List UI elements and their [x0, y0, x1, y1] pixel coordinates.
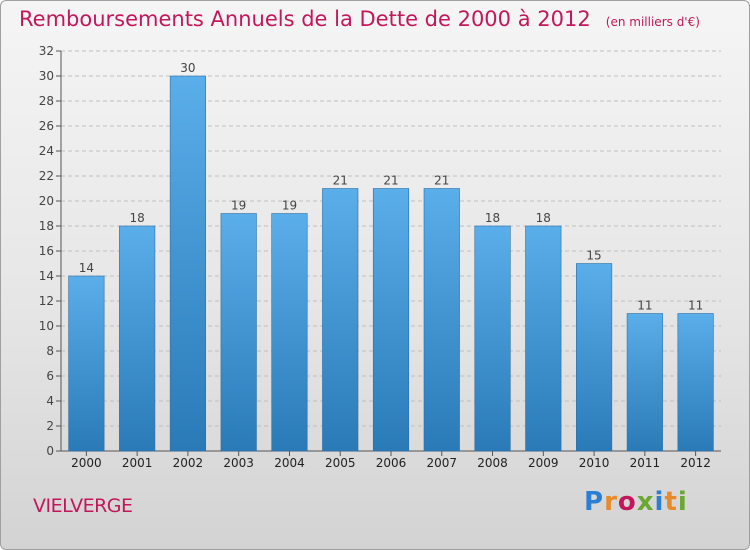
- logo-letter: P: [584, 487, 605, 517]
- x-tick-label: 2003: [223, 456, 254, 470]
- bar-2001: [119, 225, 156, 452]
- y-tick-label: 4: [46, 394, 54, 408]
- bar-2008: [474, 225, 511, 452]
- y-tick-label: 6: [46, 369, 54, 383]
- bar-value-label: 21: [333, 174, 348, 188]
- bar-value-label: 19: [282, 199, 297, 213]
- logo-letter: i: [654, 487, 665, 517]
- y-tick-label: 20: [39, 194, 54, 208]
- bar-2005: [322, 188, 359, 452]
- y-tick-label: 18: [39, 219, 54, 233]
- bar-2009: [525, 225, 562, 452]
- bar-2000: [68, 275, 105, 452]
- y-tick-label: 30: [39, 69, 54, 83]
- x-tick-label: 2008: [477, 456, 508, 470]
- x-tick-label: 2009: [528, 456, 559, 470]
- y-tick-label: 22: [39, 169, 54, 183]
- city-name: VIELVERGE: [33, 495, 133, 517]
- x-tick-label: 2005: [325, 456, 356, 470]
- bar-value-label: 21: [434, 174, 449, 188]
- bar-2012: [677, 313, 714, 452]
- logo-letter: i: [677, 487, 688, 517]
- logo-letter: t: [664, 487, 678, 517]
- chart-subtitle: (en milliers d'€): [605, 15, 700, 29]
- y-tick-label: 26: [39, 119, 54, 133]
- bar-2007: [423, 188, 460, 452]
- bar-2002: [169, 75, 206, 452]
- bar-value-label: 11: [637, 299, 652, 313]
- bar-value-label: 18: [130, 211, 145, 225]
- data-labels: 14 18 30 19 19 21 21 21 18 18 15 11 11: [79, 61, 704, 313]
- x-tick-label: 2001: [122, 456, 153, 470]
- y-tick-label: 8: [46, 344, 54, 358]
- bar-value-label: 30: [180, 61, 195, 75]
- logo-letter: r: [604, 487, 618, 517]
- x-tick-label: 2007: [426, 456, 457, 470]
- y-tick-label: 16: [39, 244, 54, 258]
- y-tick-label: 28: [39, 94, 54, 108]
- y-tick-label: 10: [39, 319, 54, 333]
- bar-2003: [220, 213, 257, 452]
- x-tick-label: 2004: [274, 456, 305, 470]
- bar-value-label: 18: [536, 211, 551, 225]
- x-tick-label: 2000: [71, 456, 102, 470]
- logo-letter: o: [617, 487, 637, 517]
- title-row: Remboursements Annuels de la Dette de 20…: [19, 7, 700, 31]
- y-tick-label: 12: [39, 294, 54, 308]
- chart-title: Remboursements Annuels de la Dette de 20…: [19, 7, 591, 31]
- y-tick-label: 24: [39, 144, 54, 158]
- logo-letter: x: [636, 487, 655, 517]
- y-tick-label: 14: [39, 269, 54, 283]
- y-tick-label: 2: [46, 419, 54, 433]
- bar-2010: [576, 263, 613, 452]
- bar-value-label: 19: [231, 199, 246, 213]
- bar-2006: [372, 188, 410, 452]
- x-tick-label: 2010: [579, 456, 610, 470]
- bar-value-label: 11: [688, 299, 703, 313]
- bar-value-label: 15: [586, 249, 601, 263]
- bar-value-label: 21: [383, 174, 398, 188]
- bar-value-label: 14: [79, 261, 94, 275]
- x-tick-label: 2012: [680, 456, 711, 470]
- x-tick-label: 2006: [376, 456, 407, 470]
- bar-2011: [626, 313, 663, 452]
- proxiti-logo[interactable]: Proxiti: [584, 487, 688, 517]
- bars: [68, 75, 714, 452]
- x-tick-label: 2011: [630, 456, 661, 470]
- bar-2004: [271, 213, 308, 452]
- y-tick-label: 32: [39, 44, 54, 58]
- y-tick-label: 0: [46, 444, 54, 458]
- x-tick-label: 2002: [173, 456, 204, 470]
- bar-value-label: 18: [485, 211, 500, 225]
